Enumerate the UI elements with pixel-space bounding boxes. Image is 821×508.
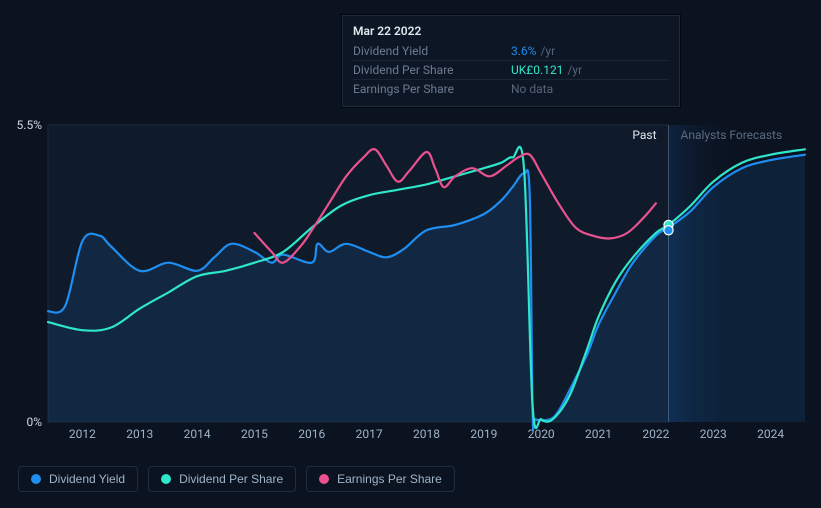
legend-item-yield[interactable]: Dividend Yield [18,466,138,492]
svg-text:2012: 2012 [69,427,96,441]
tooltip-row-label: Dividend Per Share [353,61,511,80]
svg-text:2024: 2024 [757,427,784,441]
tooltip-row-label: Earnings Per Share [353,80,511,99]
legend-label: Dividend Per Share [179,472,283,486]
chart-tooltip: Mar 22 2022 Dividend Yield3.6%/yrDividen… [342,15,680,107]
svg-text:2014: 2014 [184,427,211,441]
svg-text:2022: 2022 [642,427,669,441]
svg-text:2016: 2016 [298,427,325,441]
svg-text:2023: 2023 [700,427,727,441]
svg-text:0%: 0% [26,415,42,429]
tooltip-row: Earnings Per ShareNo data [353,80,669,99]
legend-item-eps[interactable]: Earnings Per Share [306,466,455,492]
legend-dot-icon [161,474,171,484]
svg-text:Past: Past [632,128,656,142]
tooltip-row-value: UK£0.121/yr [511,61,669,80]
legend-label: Earnings Per Share [337,472,442,486]
tooltip-row-label: Dividend Yield [353,42,511,61]
svg-text:2019: 2019 [470,427,497,441]
tooltip-date: Mar 22 2022 [353,24,669,38]
svg-text:2020: 2020 [528,427,555,441]
legend: Dividend Yield Dividend Per Share Earnings… [18,466,455,492]
tooltip-table: Dividend Yield3.6%/yrDividend Per ShareU… [353,42,669,98]
legend-label: Dividend Yield [49,472,125,486]
tooltip-row: Dividend Per ShareUK£0.121/yr [353,61,669,80]
legend-dot-icon [31,474,41,484]
tooltip-row: Dividend Yield3.6%/yr [353,42,669,61]
svg-text:2021: 2021 [585,427,612,441]
svg-text:2015: 2015 [241,427,268,441]
svg-text:2018: 2018 [413,427,440,441]
svg-text:2017: 2017 [356,427,383,441]
legend-item-dps[interactable]: Dividend Per Share [148,466,296,492]
legend-dot-icon [319,474,329,484]
tooltip-row-value: No data [511,80,669,99]
svg-text:2013: 2013 [126,427,153,441]
tooltip-row-value: 3.6%/yr [511,42,669,61]
svg-text:Analysts Forecasts: Analysts Forecasts [681,128,783,142]
svg-text:5.5%: 5.5% [17,118,43,132]
